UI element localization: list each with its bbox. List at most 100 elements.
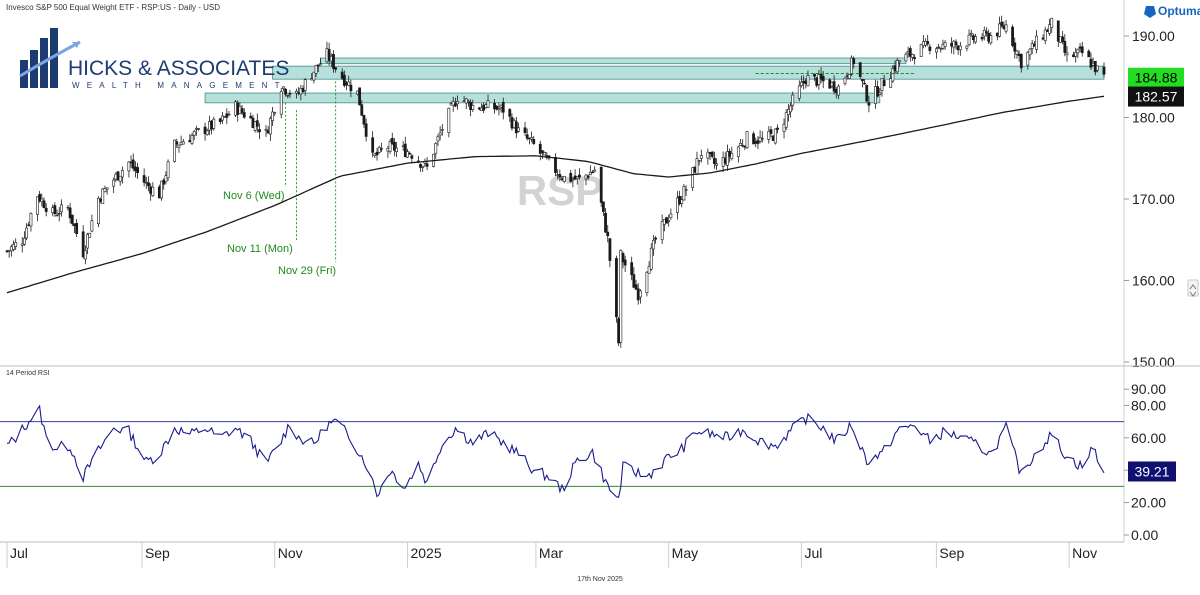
price-candle	[162, 178, 166, 190]
price-candle	[403, 136, 407, 158]
price-candle	[860, 78, 864, 88]
price-candle	[312, 71, 316, 84]
price-candle	[57, 207, 61, 222]
candle-body	[608, 238, 612, 261]
brand-name: Optuma	[1158, 4, 1200, 18]
candle-body	[449, 103, 453, 106]
price-candle	[29, 212, 33, 232]
price-candle	[438, 126, 442, 141]
candle-body	[1035, 35, 1038, 50]
candle-body	[157, 186, 161, 199]
candle-body	[508, 109, 512, 117]
candle-body	[669, 213, 673, 219]
candle-body	[7, 249, 11, 252]
price-candle	[852, 56, 856, 69]
price-candle	[649, 243, 653, 271]
candle-body	[1032, 43, 1036, 47]
candle-body	[362, 115, 366, 125]
candle-body	[895, 60, 899, 73]
candle-body	[301, 88, 305, 92]
annotation-label: Nov 29 (Fri)	[278, 265, 336, 277]
price-candle	[377, 145, 381, 154]
candle-body	[44, 207, 48, 212]
price-candle	[741, 139, 745, 148]
candle-body	[989, 35, 993, 44]
price-candle	[847, 74, 851, 79]
price-candle	[638, 289, 642, 304]
candle-body	[99, 198, 102, 202]
price-candle	[203, 122, 207, 141]
price-candle	[647, 261, 651, 274]
price-candle	[604, 208, 607, 233]
price-candle	[1013, 37, 1017, 59]
candle-body	[784, 112, 788, 128]
price-candle	[406, 148, 409, 159]
candle-body	[593, 169, 597, 172]
candle-body	[179, 141, 183, 146]
price-candle	[1000, 15, 1004, 28]
price-candle	[523, 121, 527, 136]
price-candle	[532, 136, 536, 145]
chevron-updown-icon[interactable]	[1189, 284, 1197, 297]
candle-body	[1043, 29, 1047, 41]
support-zone	[204, 92, 881, 104]
price-candle	[177, 144, 181, 153]
price-candle	[752, 131, 755, 145]
candle-body	[758, 136, 762, 142]
price-candle	[390, 132, 394, 146]
candle-body	[484, 104, 488, 109]
candle-body	[340, 71, 344, 79]
price-candle	[1048, 18, 1051, 36]
candle-body	[447, 107, 451, 133]
candle-body	[464, 98, 468, 104]
price-candle	[103, 185, 107, 193]
candle-body	[127, 161, 131, 172]
candle-body	[236, 102, 240, 115]
candle-body	[134, 166, 137, 171]
candle-body	[81, 231, 85, 258]
price-candle	[147, 176, 150, 192]
candle-body	[863, 82, 866, 85]
price-candle	[83, 245, 87, 265]
candle-body	[299, 87, 303, 95]
price-candle	[175, 138, 179, 148]
rsi-value-tag: 39.21	[1128, 461, 1176, 482]
candle-body	[53, 205, 57, 214]
candle-body	[210, 120, 213, 130]
candle-body	[935, 48, 938, 53]
candle-body	[745, 131, 749, 149]
candle-body	[889, 78, 893, 88]
price-candle	[632, 267, 636, 288]
price-candle	[943, 40, 947, 50]
candle-body	[802, 80, 806, 84]
price-candle	[447, 107, 451, 138]
price-candle	[1059, 36, 1062, 43]
brand-logo: Optuma	[1144, 4, 1200, 18]
price-candle	[645, 271, 649, 297]
candle-body	[393, 141, 396, 151]
firm-logo: HICKS & ASSOCIATES WEALTH MANAGEMENT	[19, 28, 289, 90]
candle-body	[601, 201, 605, 212]
price-tick-label: 190.00	[1132, 28, 1175, 44]
price-candle	[271, 106, 274, 126]
price-tags: 184.88 182.57	[1128, 67, 1184, 107]
price-candle	[1102, 62, 1106, 78]
candle-body	[1002, 25, 1006, 29]
candle-body	[175, 141, 179, 145]
price-candle	[421, 165, 425, 172]
candle-body	[197, 128, 200, 130]
panel-collapse-handle[interactable]	[1187, 279, 1199, 297]
price-candle	[599, 166, 603, 208]
candle-body	[166, 161, 170, 179]
price-candle	[908, 45, 912, 62]
candle-body	[208, 121, 211, 131]
candle-body	[12, 243, 15, 250]
candle-body	[617, 318, 621, 344]
price-candle	[736, 145, 740, 163]
chart-title: Invesco S&P 500 Equal Weight ETF - RSP:U…	[6, 3, 220, 12]
candle-body	[665, 217, 668, 224]
candle-body	[634, 284, 638, 290]
candle-body	[972, 35, 975, 40]
price-candle	[895, 57, 899, 75]
candle-body	[575, 176, 579, 179]
